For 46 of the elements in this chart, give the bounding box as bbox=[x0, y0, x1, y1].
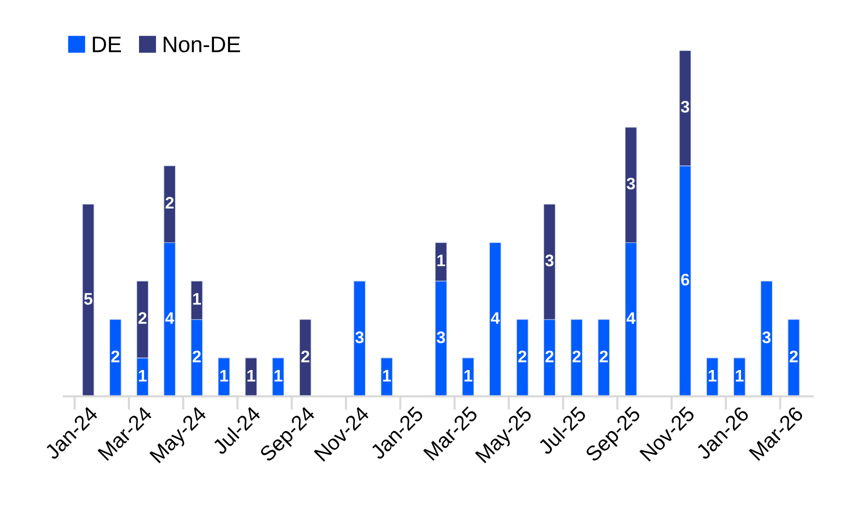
data-label: 2 bbox=[111, 350, 120, 362]
data-label: 1 bbox=[138, 370, 147, 382]
data-label: 1 bbox=[464, 370, 472, 382]
bar bbox=[788, 319, 800, 396]
bar bbox=[516, 319, 528, 396]
data-label: 3 bbox=[355, 331, 364, 344]
data-label: 2 bbox=[545, 350, 554, 362]
data-label: 1 bbox=[220, 370, 228, 382]
data-label: 1 bbox=[383, 370, 391, 382]
data-label: 5 bbox=[84, 293, 92, 305]
bar bbox=[462, 358, 474, 396]
legend-label: Non-DE bbox=[164, 36, 240, 52]
data-label: 1 bbox=[274, 370, 282, 382]
data-label: 1 bbox=[708, 370, 716, 382]
bar bbox=[272, 358, 284, 396]
data-label: 4 bbox=[490, 312, 500, 324]
data-label: 2 bbox=[138, 312, 146, 324]
bar bbox=[109, 319, 122, 396]
data-label: 1 bbox=[437, 254, 446, 266]
legend-label: DE bbox=[92, 36, 121, 52]
bar bbox=[489, 242, 502, 396]
data-label: 2 bbox=[790, 350, 798, 362]
bar bbox=[570, 319, 583, 396]
data-label: 2 bbox=[600, 350, 608, 362]
data-label: 4 bbox=[626, 312, 636, 324]
bar bbox=[354, 280, 366, 396]
data-label: 3 bbox=[762, 331, 771, 344]
data-label: 2 bbox=[518, 350, 526, 362]
data-label: 2 bbox=[572, 350, 581, 362]
data-label: 3 bbox=[626, 178, 635, 190]
data-label: 3 bbox=[680, 100, 690, 113]
data-label: 2 bbox=[301, 350, 310, 362]
bar bbox=[299, 319, 312, 396]
data-label: 6 bbox=[681, 274, 690, 286]
data-label: 2 bbox=[192, 350, 201, 362]
data-label: 4 bbox=[165, 312, 174, 324]
data-label: 3 bbox=[436, 331, 446, 344]
data-label: 2 bbox=[166, 196, 174, 209]
bar bbox=[760, 280, 773, 396]
bar bbox=[598, 319, 610, 396]
data-label: 1 bbox=[193, 293, 201, 305]
data-label: 3 bbox=[545, 254, 554, 266]
data-label: 1 bbox=[247, 370, 256, 382]
bar bbox=[82, 204, 94, 396]
bar bbox=[245, 358, 258, 396]
data-label: 1 bbox=[736, 370, 744, 382]
